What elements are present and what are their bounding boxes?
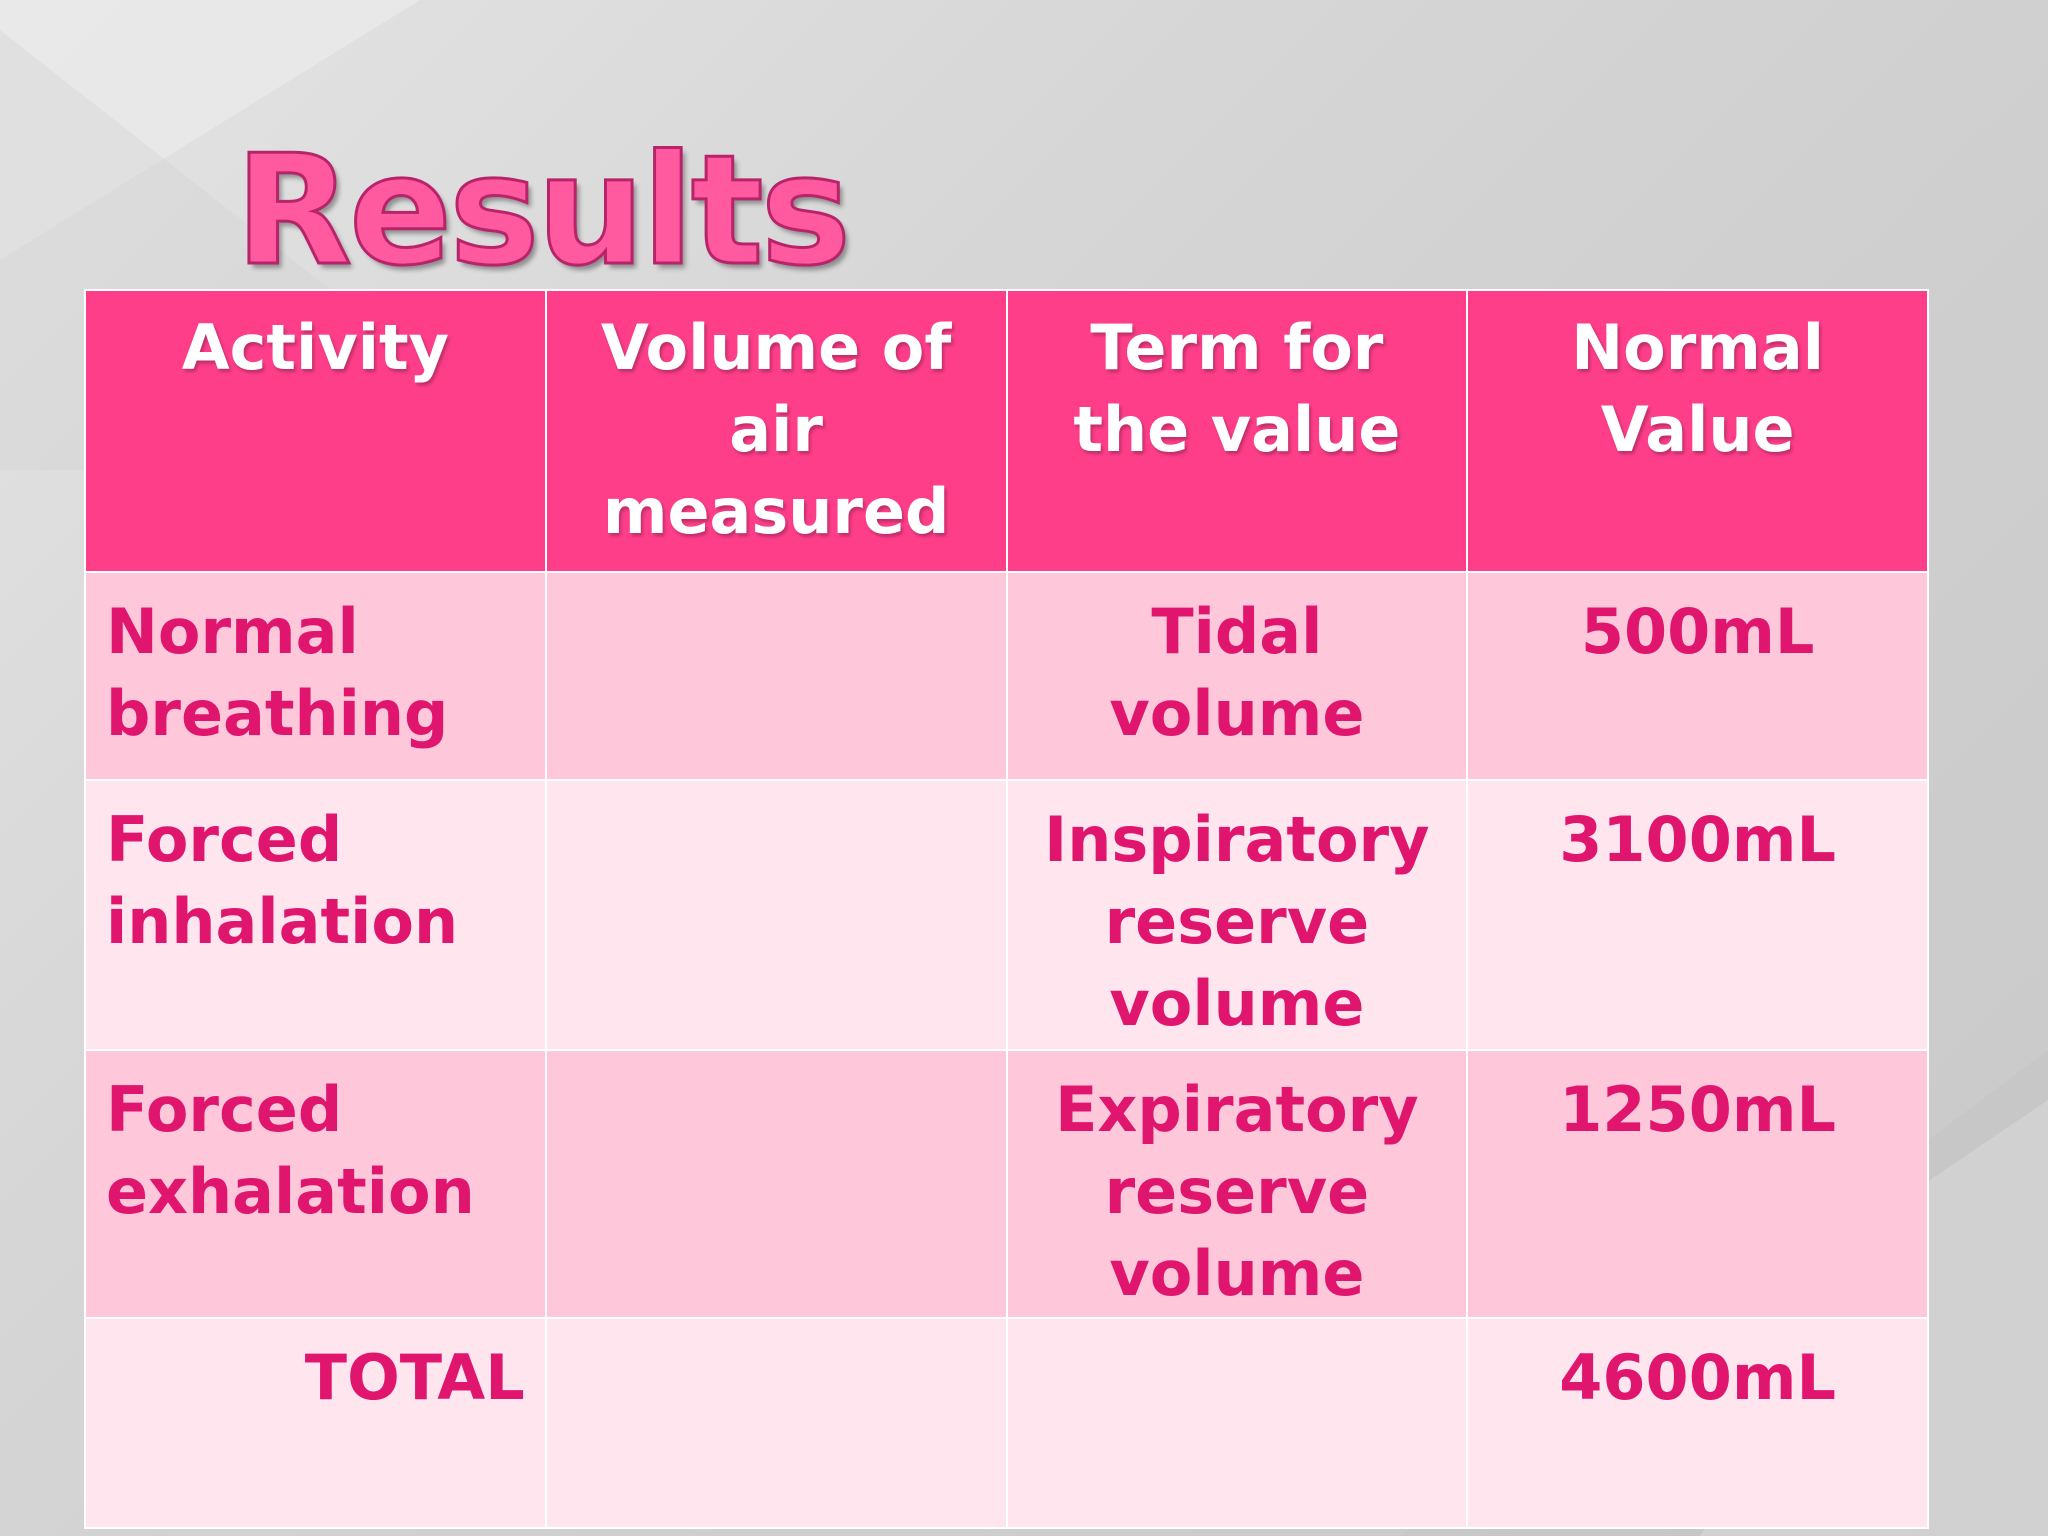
cell-term: Expiratory reserve volume [1005, 1049, 1469, 1319]
cell-term: Tidal volume [1005, 571, 1469, 781]
slide-title: Results [233, 122, 852, 299]
table-row-total: TOTAL 4600mL [84, 1317, 1929, 1529]
header-term-for-the-value: Term for the value [1005, 289, 1469, 573]
cell-total-label: TOTAL [84, 1317, 547, 1529]
cell-normal-value: 500mL [1466, 571, 1929, 781]
cell-activity: Normal breathing [84, 571, 547, 781]
header-normal-value: Normal Value [1466, 289, 1929, 573]
results-table: Activity Volume of air measured Term for… [84, 289, 1929, 1529]
cell-total-value: 4600mL [1466, 1317, 1929, 1529]
table-header-row: Activity Volume of air measured Term for… [84, 289, 1929, 573]
cell-volume [544, 779, 1008, 1051]
table-row: Normal breathing Tidal volume 500mL [84, 571, 1929, 781]
table-row: Forced exhalation Expiratory reserve vol… [84, 1049, 1929, 1319]
cell-normal-value: 3100mL [1466, 779, 1929, 1051]
results-table-container: Activity Volume of air measured Term for… [84, 289, 1929, 1529]
cell-activity: Forced exhalation [84, 1049, 547, 1319]
cell-volume [544, 571, 1008, 781]
cell-term [1005, 1317, 1469, 1529]
table-row: Forced inhalation Inspiratory reserve vo… [84, 779, 1929, 1051]
cell-normal-value: 1250mL [1466, 1049, 1929, 1319]
cell-volume [544, 1317, 1008, 1529]
cell-activity: Forced inhalation [84, 779, 547, 1051]
header-activity: Activity [84, 289, 547, 573]
header-volume-of-air-measured: Volume of air measured [544, 289, 1008, 573]
cell-volume [544, 1049, 1008, 1319]
cell-term: Inspiratory reserve volume [1005, 779, 1469, 1051]
